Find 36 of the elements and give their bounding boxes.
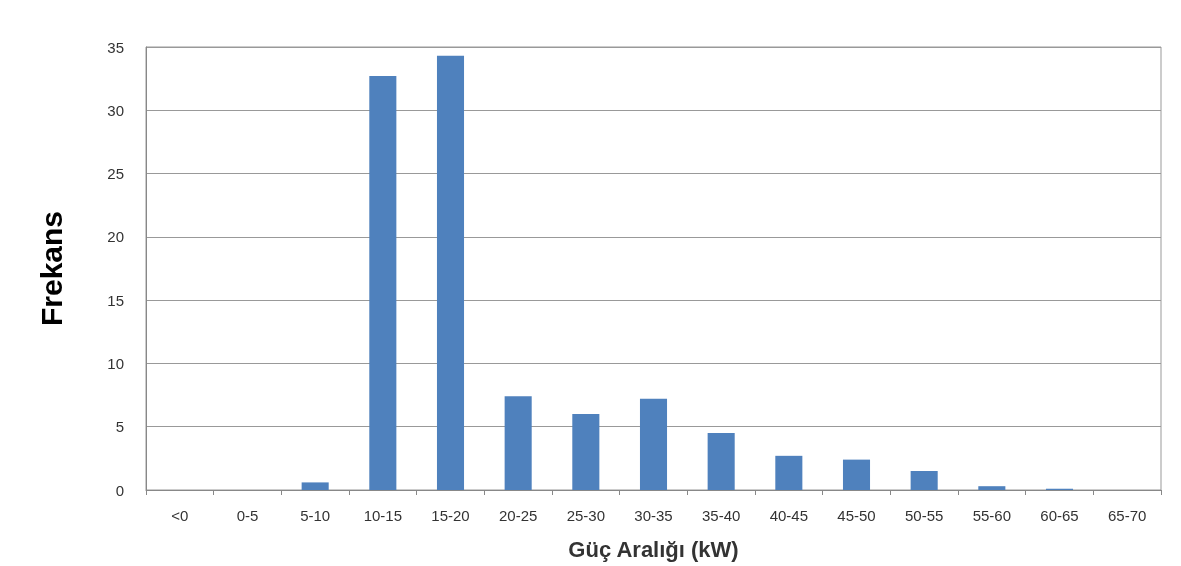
bar [707,433,735,490]
x-tick-label: 15-20 [431,507,470,524]
bar [910,471,938,490]
x-tick-label: 25-30 [566,507,606,524]
x-tick-label: 55-60 [972,507,1012,524]
bar [775,455,803,490]
bar [842,459,871,490]
y-tick-label: 10 [107,354,124,372]
y-tick-label: 5 [115,418,124,436]
bar [572,414,600,490]
x-tick-label: 20-25 [498,507,538,524]
y-tick-label: 15 [107,291,124,309]
x-tick-label: 35-40 [701,507,741,524]
y-axis-title: Frekans [34,210,68,327]
bar [504,396,532,490]
x-tick-label: 65-70 [1107,507,1147,524]
x-tick-label: 5-10 [300,507,331,524]
x-tick-label: 10-15 [363,507,403,524]
x-tick-label: 40-45 [769,507,809,524]
y-tick-label: 35 [107,38,124,56]
y-tick-label: 20 [107,228,124,246]
x-tick-label: 45-50 [837,507,876,524]
x-axis-title: Güç Aralığı (kW) [568,536,739,562]
y-tick-label: 25 [107,165,124,183]
x-tick-label: 30-35 [634,507,673,524]
bar [369,76,397,490]
y-tick-label: 30 [107,101,124,119]
x-tick-label: 50-55 [904,507,944,524]
bar [301,482,329,490]
bar [978,486,1006,490]
x-tick-label: 60-65 [1040,507,1079,524]
x-tick-label: 0-5 [236,507,259,524]
y-tick-label: 0 [115,481,124,499]
x-tick-label: <0 [171,507,189,524]
bar [436,55,465,490]
bar [639,398,668,490]
